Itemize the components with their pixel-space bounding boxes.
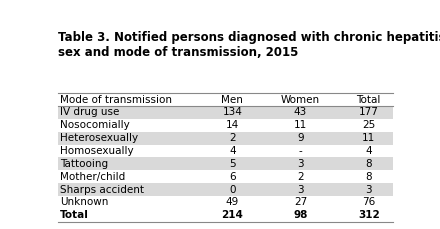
Text: Men: Men (221, 95, 243, 104)
Text: Heterosexually: Heterosexually (60, 133, 138, 143)
Text: 14: 14 (226, 120, 239, 130)
Text: Table 3. Notified persons diagnosed with chronic hepatitis C, by
sex and mode of: Table 3. Notified persons diagnosed with… (59, 31, 440, 59)
Text: Sharps accident: Sharps accident (60, 185, 144, 195)
Text: Tattooing: Tattooing (60, 159, 108, 169)
Bar (59, 209, 392, 222)
Text: 43: 43 (294, 107, 307, 117)
Text: 2: 2 (297, 172, 304, 182)
Text: IV drug use: IV drug use (60, 107, 120, 117)
Text: 3: 3 (365, 185, 372, 195)
Text: Women: Women (281, 95, 320, 104)
Text: 98: 98 (293, 210, 308, 220)
Text: 2: 2 (229, 133, 236, 143)
Text: 6: 6 (229, 172, 236, 182)
Text: Mother/child: Mother/child (60, 172, 125, 182)
Text: 27: 27 (294, 197, 307, 207)
Text: 11: 11 (362, 133, 375, 143)
Bar (59, 106, 392, 119)
Text: 3: 3 (297, 185, 304, 195)
Text: 0: 0 (229, 185, 235, 195)
Text: 134: 134 (222, 107, 242, 117)
Text: Homosexually: Homosexually (60, 146, 134, 156)
Bar (59, 183, 392, 196)
Text: 76: 76 (362, 197, 375, 207)
Text: 3: 3 (297, 159, 304, 169)
Bar (59, 157, 392, 170)
Text: 9: 9 (297, 133, 304, 143)
Text: 4: 4 (229, 146, 236, 156)
Bar (59, 132, 392, 144)
Text: Total: Total (60, 210, 89, 220)
Text: Nosocomially: Nosocomially (60, 120, 130, 130)
Text: 177: 177 (359, 107, 379, 117)
Text: Total: Total (356, 95, 381, 104)
Text: 4: 4 (365, 146, 372, 156)
Text: 11: 11 (294, 120, 307, 130)
Text: -: - (299, 146, 302, 156)
Text: 5: 5 (229, 159, 236, 169)
Text: 25: 25 (362, 120, 375, 130)
Text: 8: 8 (365, 172, 372, 182)
Text: 312: 312 (358, 210, 380, 220)
Text: Mode of transmission: Mode of transmission (60, 95, 172, 104)
Text: 49: 49 (226, 197, 239, 207)
Text: Unknown: Unknown (60, 197, 109, 207)
Text: 214: 214 (221, 210, 243, 220)
Text: 8: 8 (365, 159, 372, 169)
